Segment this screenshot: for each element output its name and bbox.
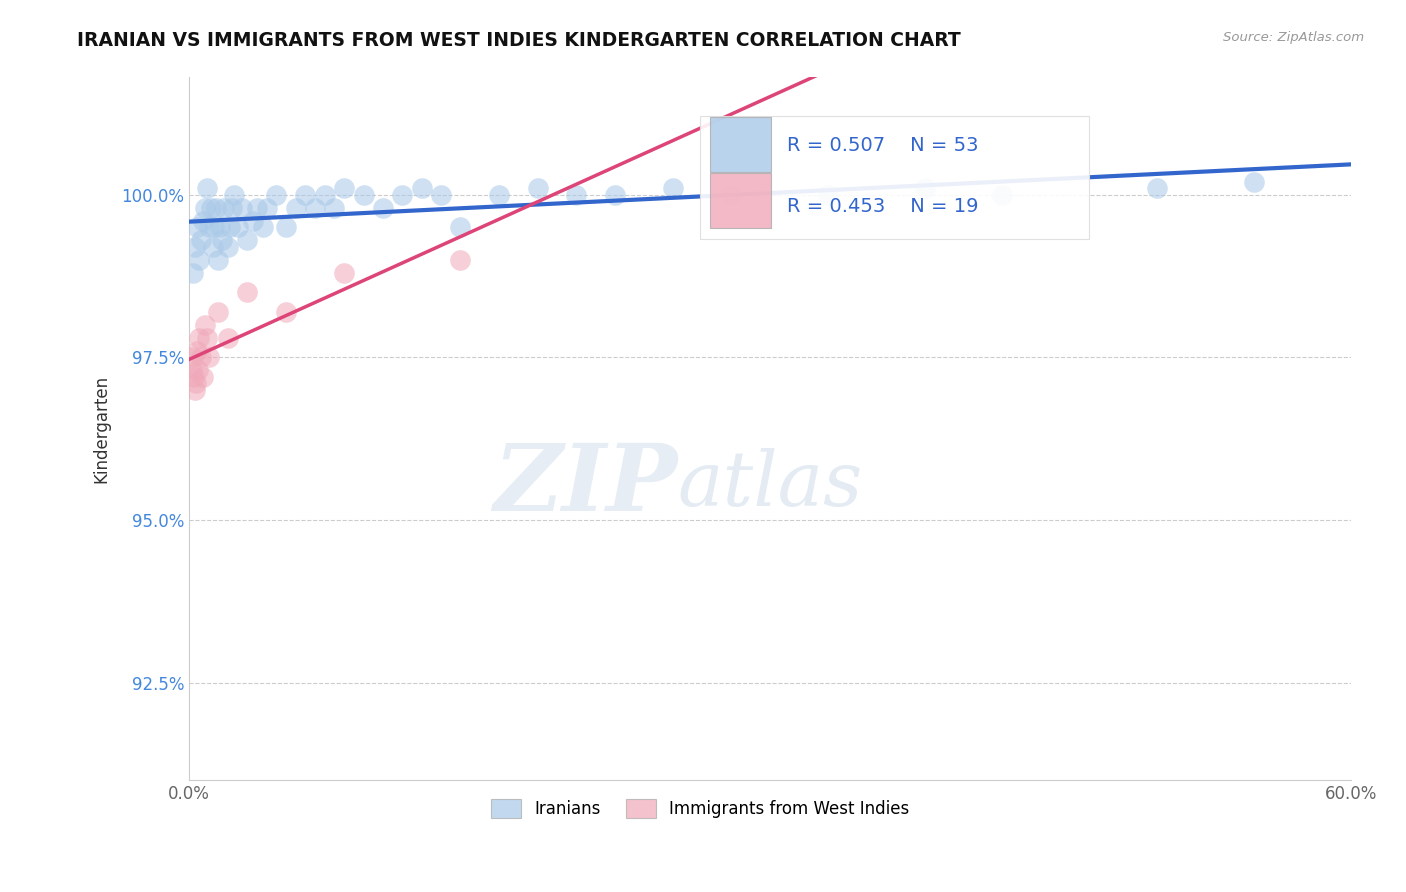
- Point: [236, 285, 259, 300]
- Text: ZIP: ZIP: [494, 440, 678, 530]
- Point: [191, 369, 214, 384]
- Point: [242, 213, 264, 227]
- Point: [184, 376, 207, 391]
- FancyBboxPatch shape: [710, 173, 770, 227]
- Point: [205, 201, 228, 215]
- Point: [184, 383, 207, 397]
- Point: [605, 187, 627, 202]
- Point: [488, 187, 510, 202]
- Point: [991, 187, 1014, 202]
- FancyBboxPatch shape: [700, 116, 1090, 239]
- Point: [181, 266, 204, 280]
- Point: [187, 363, 209, 377]
- Point: [252, 220, 274, 235]
- Point: [195, 331, 218, 345]
- Point: [333, 266, 356, 280]
- Point: [186, 220, 208, 235]
- Text: atlas: atlas: [678, 448, 862, 522]
- Text: R = 0.507    N = 53: R = 0.507 N = 53: [787, 136, 979, 155]
- Point: [194, 318, 217, 332]
- Point: [391, 187, 413, 202]
- Point: [314, 187, 336, 202]
- Point: [294, 187, 316, 202]
- Point: [184, 240, 207, 254]
- Point: [186, 343, 208, 358]
- Point: [181, 363, 204, 377]
- Point: [194, 201, 217, 215]
- Point: [371, 201, 394, 215]
- Point: [191, 213, 214, 227]
- Point: [266, 187, 288, 202]
- Point: [246, 201, 269, 215]
- Point: [817, 187, 839, 202]
- Point: [200, 201, 222, 215]
- Point: [188, 252, 211, 267]
- Point: [662, 181, 685, 195]
- Point: [188, 331, 211, 345]
- Point: [195, 181, 218, 195]
- Point: [207, 252, 229, 267]
- Point: [226, 220, 249, 235]
- FancyBboxPatch shape: [710, 117, 770, 171]
- Point: [207, 304, 229, 318]
- Point: [201, 240, 224, 254]
- Point: [449, 252, 471, 267]
- Y-axis label: Kindergarten: Kindergarten: [93, 375, 110, 483]
- Point: [217, 331, 239, 345]
- Point: [204, 220, 226, 235]
- Point: [190, 351, 212, 365]
- Text: Source: ZipAtlas.com: Source: ZipAtlas.com: [1223, 31, 1364, 45]
- Point: [197, 351, 219, 365]
- Point: [1146, 181, 1168, 195]
- Text: R = 0.453    N = 19: R = 0.453 N = 19: [787, 196, 979, 216]
- Point: [526, 181, 548, 195]
- Point: [565, 187, 588, 202]
- Point: [183, 369, 205, 384]
- Point: [411, 181, 433, 195]
- Point: [353, 187, 375, 202]
- Point: [256, 201, 278, 215]
- Point: [720, 187, 742, 202]
- Point: [217, 240, 239, 254]
- Legend: Iranians, Immigrants from West Indies: Iranians, Immigrants from West Indies: [485, 792, 917, 825]
- Point: [212, 201, 235, 215]
- Point: [333, 181, 356, 195]
- Point: [284, 201, 307, 215]
- Point: [914, 181, 936, 195]
- Point: [236, 233, 259, 247]
- Point: [211, 233, 233, 247]
- Point: [181, 351, 204, 365]
- Point: [219, 220, 242, 235]
- Point: [274, 220, 297, 235]
- Point: [274, 304, 297, 318]
- Point: [231, 201, 253, 215]
- Point: [1243, 175, 1265, 189]
- Point: [430, 187, 453, 202]
- Point: [221, 201, 243, 215]
- Point: [222, 187, 245, 202]
- Point: [449, 220, 471, 235]
- Point: [323, 201, 346, 215]
- Point: [197, 220, 219, 235]
- Point: [190, 233, 212, 247]
- Text: IRANIAN VS IMMIGRANTS FROM WEST INDIES KINDERGARTEN CORRELATION CHART: IRANIAN VS IMMIGRANTS FROM WEST INDIES K…: [77, 31, 962, 50]
- Point: [209, 220, 232, 235]
- Point: [304, 201, 326, 215]
